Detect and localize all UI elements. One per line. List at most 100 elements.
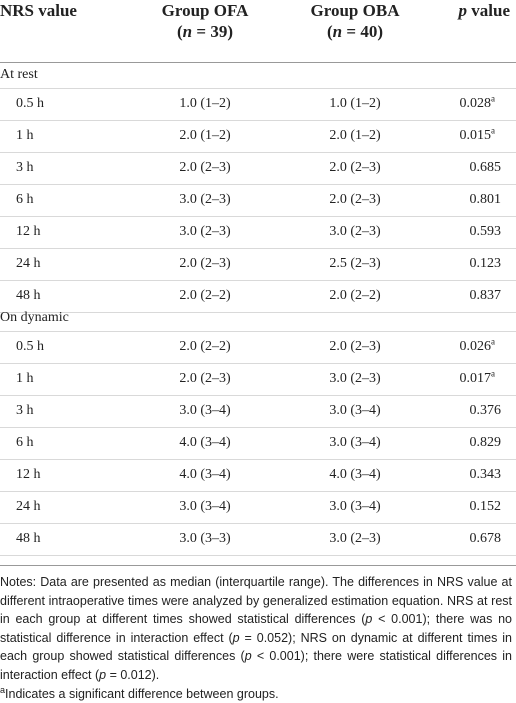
p-value: 0.017a [459, 368, 496, 388]
p-value-text: 0.593 [469, 224, 502, 239]
p-value: 0.376 [470, 402, 502, 420]
cell-value: 2.0 (2–3) [329, 160, 381, 175]
row-label: 48 h [16, 288, 41, 303]
row-rule [0, 152, 516, 153]
p-value-text: 0.152 [469, 499, 502, 514]
p-value-text: 0.026 [459, 339, 492, 354]
cell-value: 3.0 (3–4) [329, 499, 381, 514]
text-segment: ( [177, 22, 183, 41]
text-segment: NRS value [0, 1, 77, 20]
row-rule [0, 312, 516, 313]
text-segment: p [365, 612, 373, 627]
column-header: p value [410, 0, 510, 21]
row-rule [0, 280, 516, 281]
text-segment: n [182, 22, 193, 41]
cell-value: 4.0 (3–4) [329, 467, 381, 482]
row-rule [0, 459, 516, 460]
header-line: (n = 40) [280, 21, 430, 42]
header-rule [0, 62, 516, 63]
row-rule [0, 363, 516, 364]
p-value-text: 0.343 [469, 467, 502, 482]
column-header: Group OBA (n = 40) [280, 0, 430, 42]
superscript: a [0, 684, 6, 695]
cell-value: 2.0 (2–2) [179, 288, 231, 303]
row-rule [0, 331, 516, 332]
p-value-text: 0.015 [459, 128, 492, 143]
cell-value: 3.0 (3–4) [329, 403, 381, 418]
p-value: 0.837 [470, 287, 502, 305]
cell-value: 3.0 (3–3) [179, 531, 231, 546]
cell-value: 3.0 (2–3) [179, 192, 231, 207]
p-value: 0.123 [470, 255, 502, 273]
text-segment: ( [327, 22, 333, 41]
text-segment: = 40) [342, 22, 383, 41]
p-value: 0.678 [470, 530, 502, 548]
cell-value: 2.0 (2–2) [179, 339, 231, 354]
p-value-text: 0.376 [469, 403, 502, 418]
p-value-text: 0.829 [469, 435, 502, 450]
text-segment: Group OBA [310, 1, 400, 20]
row-label: 12 h [16, 467, 41, 482]
cell-value: 2.0 (2–3) [179, 160, 231, 175]
text-segment: < 0.001); there were statistical differe… [0, 649, 512, 682]
row-rule [0, 427, 516, 428]
row-rule [0, 555, 516, 556]
cell-value: 2.0 (2–3) [329, 339, 381, 354]
footnote-text: Indicates a significant difference betwe… [5, 686, 279, 701]
row-label: 6 h [16, 192, 34, 207]
row-label: 0.5 h [16, 339, 44, 354]
p-value-text: 0.685 [469, 160, 502, 175]
cell-value: 2.5 (2–3) [329, 256, 381, 271]
section-title: At rest [0, 67, 38, 82]
superscript: a [491, 125, 495, 136]
superscript: a [491, 93, 495, 104]
row-label: 48 h [16, 531, 41, 546]
row-rule [0, 216, 516, 217]
row-rule [0, 248, 516, 249]
footnote: aIndicates a significant difference betw… [0, 685, 512, 703]
p-value: 0.026a [459, 336, 496, 356]
column-header: Group OFA (n = 39) [130, 0, 280, 42]
cell-value: 2.0 (2–2) [329, 288, 381, 303]
cell-value: 3.0 (2–3) [329, 531, 381, 546]
row-rule [0, 523, 516, 524]
row-rule [0, 491, 516, 492]
section-title: On dynamic [0, 310, 69, 325]
header-line: Group OBA [280, 0, 430, 21]
header-line: Group OFA [130, 0, 280, 21]
text-segment: value [467, 1, 510, 20]
cell-value: 3.0 (3–4) [179, 403, 231, 418]
p-value: 0.152 [470, 498, 502, 516]
text-segment: p [458, 1, 468, 20]
text-segment: = 0.052); NRS on dynamic at different ti… [0, 630, 512, 664]
row-rule [0, 120, 516, 121]
cell-value: 3.0 (2–3) [179, 224, 231, 239]
row-label: 3 h [16, 403, 34, 418]
text-segment: Group OFA [161, 1, 249, 20]
header-line: NRS value [0, 0, 130, 21]
p-value: 0.015a [459, 125, 496, 145]
superscript: a [491, 336, 495, 347]
cell-value: 2.0 (1–2) [179, 128, 231, 143]
row-label: 0.5 h [16, 96, 44, 111]
cell-value: 4.0 (3–4) [179, 467, 231, 482]
cell-value: 3.0 (2–3) [329, 224, 381, 239]
row-label: 1 h [16, 371, 34, 386]
cell-value: 2.0 (1–2) [329, 128, 381, 143]
p-value: 0.829 [470, 434, 502, 452]
text-segment: = 39) [192, 22, 233, 41]
row-label: 24 h [16, 499, 41, 514]
cell-value: 2.0 (2–3) [329, 192, 381, 207]
row-label: 6 h [16, 435, 34, 450]
notes: Notes: Data are presented as median (int… [0, 573, 512, 703]
text-segment: p [244, 649, 252, 664]
p-value: 0.343 [470, 466, 502, 484]
row-rule [0, 88, 516, 89]
p-value-text: 0.017 [459, 371, 492, 386]
cell-value: 2.0 (2–3) [179, 256, 231, 271]
text-segment: n [332, 22, 343, 41]
superscript: a [491, 368, 495, 379]
row-label: 24 h [16, 256, 41, 271]
text-segment: p [232, 630, 240, 645]
